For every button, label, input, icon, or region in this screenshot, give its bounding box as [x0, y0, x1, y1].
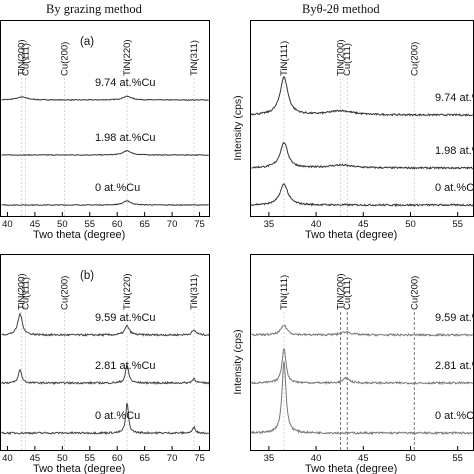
- x-tick-label-2-3: 55: [84, 453, 95, 464]
- x-axis-label-3: Two theta (degree): [305, 463, 397, 474]
- reference-label-0-2: Cu(200): [60, 42, 71, 76]
- reference-label-0-1: Cu(111): [21, 43, 32, 76]
- left-column-header: By grazing method: [46, 2, 142, 16]
- series-label-3-0: 9.59 at.%Cu: [435, 312, 474, 324]
- x-tick-label-1-2: 45: [358, 219, 369, 230]
- x-tick-label-0-6: 70: [167, 219, 178, 230]
- series-label-3-1: 2.81 at.%Cu: [435, 360, 474, 372]
- reference-label-3-2: Cu(111): [342, 277, 353, 310]
- series-line-1-2: [250, 183, 474, 208]
- panel-label-2: (b): [80, 270, 94, 282]
- x-tick-label-3-0: 35: [264, 453, 275, 464]
- reference-label-0-0: TiN(200): [17, 39, 28, 76]
- series-label-1-0: 9.74 at.%Cu: [435, 92, 474, 104]
- x-tick-label-2-1: 45: [30, 453, 41, 464]
- right-column-header: Byθ-2θ method: [302, 2, 380, 16]
- series-label-3-2: 0 at.%Cu: [435, 410, 474, 422]
- series-label-1-1: 1.98 at.%Cu: [435, 145, 474, 157]
- x-tick-label-3-3: 50: [405, 453, 416, 464]
- x-tick-label-1-0: 35: [264, 219, 275, 230]
- x-axis-label-2: Two theta (degree): [33, 463, 125, 474]
- series-label-1-2: 0 at.%Cu: [435, 182, 474, 194]
- reference-label-0-3: TiN(220): [122, 39, 133, 76]
- x-tick-label-0-3: 55: [84, 219, 95, 230]
- series-line-0-1: [1, 149, 209, 156]
- series-line-2-0: [1, 312, 210, 337]
- series-line-3-0: [251, 324, 474, 338]
- x-tick-label-0-0: 40: [2, 219, 13, 230]
- series-line-0-0: [1, 95, 209, 101]
- reference-label-0-4: TiN(311): [189, 40, 200, 76]
- plot-frame-0: [0, 20, 210, 217]
- reference-label-2-3: TiN(220): [122, 273, 133, 310]
- reference-label-1-0: TiN(111): [279, 41, 290, 76]
- plot-frame-2: [0, 254, 210, 451]
- x-tick-label-0-4: 60: [112, 219, 123, 230]
- x-tick-label-0-1: 45: [30, 219, 41, 230]
- x-tick-label-3-1: 40: [311, 453, 322, 464]
- x-axis-label-0: Two theta (degree): [33, 229, 125, 241]
- series-line-2-1: [1, 363, 210, 386]
- series-label-0-1: 1.98 at.%Cu: [95, 132, 156, 144]
- x-tick-label-3-2: 45: [358, 453, 369, 464]
- reference-label-1-1: TiN(200): [336, 39, 347, 76]
- x-tick-label-3-4: 55: [452, 453, 463, 464]
- y-axis-label-3: Intensity (cps): [232, 329, 244, 394]
- reference-label-2-0: TiN(200): [17, 273, 28, 310]
- series-label-0-0: 9.74 at.%Cu: [95, 77, 156, 89]
- reference-label-2-4: TiN(311): [189, 274, 200, 310]
- x-tick-label-2-7: 75: [194, 453, 205, 464]
- y-axis-label-1: Intensity (cps): [232, 95, 244, 160]
- x-tick-label-2-6: 70: [167, 453, 178, 464]
- series-line-2-2: [1, 402, 210, 435]
- series-label-2-0: 9.59 at.%Cu: [95, 312, 156, 324]
- reference-label-2-2: Cu(200): [60, 276, 71, 310]
- x-tick-label-2-2: 50: [57, 453, 68, 464]
- reference-label-1-2: Cu(111): [342, 43, 353, 76]
- panel-label-0: (a): [80, 36, 94, 48]
- x-axis-label-1: Two theta (degree): [305, 229, 397, 241]
- x-tick-label-2-5: 65: [139, 453, 150, 464]
- series-line-3-1: [250, 347, 474, 386]
- reference-label-3-0: TiN(111): [279, 275, 290, 310]
- x-tick-label-0-7: 75: [194, 219, 205, 230]
- series-label-2-2: 0 at.%Cu: [95, 410, 140, 422]
- x-tick-label-1-4: 55: [452, 219, 463, 230]
- x-tick-label-0-5: 65: [139, 219, 150, 230]
- x-tick-label-0-2: 50: [57, 219, 68, 230]
- series-line-1-0: [250, 76, 474, 117]
- series-line-3-2: [250, 361, 474, 436]
- reference-label-2-1: Cu(111): [21, 277, 32, 310]
- x-tick-label-2-4: 60: [112, 453, 123, 464]
- series-label-0-2: 0 at.%Cu: [95, 182, 140, 194]
- reference-label-3-1: TiN(200): [336, 273, 347, 310]
- reference-label-1-3: Cu(200): [409, 42, 420, 76]
- x-tick-label-1-1: 40: [311, 219, 322, 230]
- series-line-1-1: [251, 141, 473, 170]
- x-tick-label-2-0: 40: [2, 453, 13, 464]
- reference-label-3-3: Cu(200): [409, 276, 420, 310]
- series-line-0-2: [1, 200, 209, 206]
- series-label-2-1: 2.81 at.%Cu: [95, 360, 156, 372]
- x-tick-label-1-3: 50: [405, 219, 416, 230]
